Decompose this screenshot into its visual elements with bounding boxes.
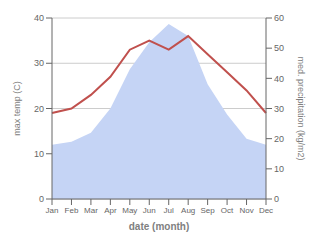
svg-text:10: 10 — [34, 149, 44, 159]
svg-text:30: 30 — [34, 58, 44, 68]
svg-text:Aug: Aug — [181, 206, 195, 215]
svg-text:20: 20 — [274, 134, 284, 144]
svg-text:30: 30 — [274, 104, 284, 114]
svg-text:20: 20 — [34, 104, 44, 114]
svg-text:Sep: Sep — [201, 206, 216, 215]
svg-text:Apr: Apr — [104, 206, 117, 215]
svg-text:Mar: Mar — [84, 206, 98, 215]
svg-text:Jan: Jan — [46, 206, 59, 215]
svg-text:May: May — [122, 206, 137, 215]
svg-text:max temp (C): max temp (C) — [12, 81, 22, 136]
svg-text:40: 40 — [34, 13, 44, 23]
svg-text:Dec: Dec — [259, 206, 273, 215]
svg-text:date (month): date (month) — [129, 221, 190, 232]
svg-text:Jul: Jul — [164, 206, 174, 215]
svg-text:60: 60 — [274, 13, 284, 23]
svg-text:10: 10 — [274, 164, 284, 174]
svg-text:50: 50 — [274, 43, 284, 53]
svg-text:Nov: Nov — [239, 206, 253, 215]
svg-text:Oct: Oct — [221, 206, 234, 215]
svg-text:med. precipitation (kg/m2): med. precipitation (kg/m2) — [296, 56, 306, 160]
svg-text:0: 0 — [274, 194, 279, 204]
svg-text:0: 0 — [39, 194, 44, 204]
svg-text:40: 40 — [274, 74, 284, 84]
svg-text:Feb: Feb — [65, 206, 79, 215]
svg-text:Jun: Jun — [143, 206, 156, 215]
